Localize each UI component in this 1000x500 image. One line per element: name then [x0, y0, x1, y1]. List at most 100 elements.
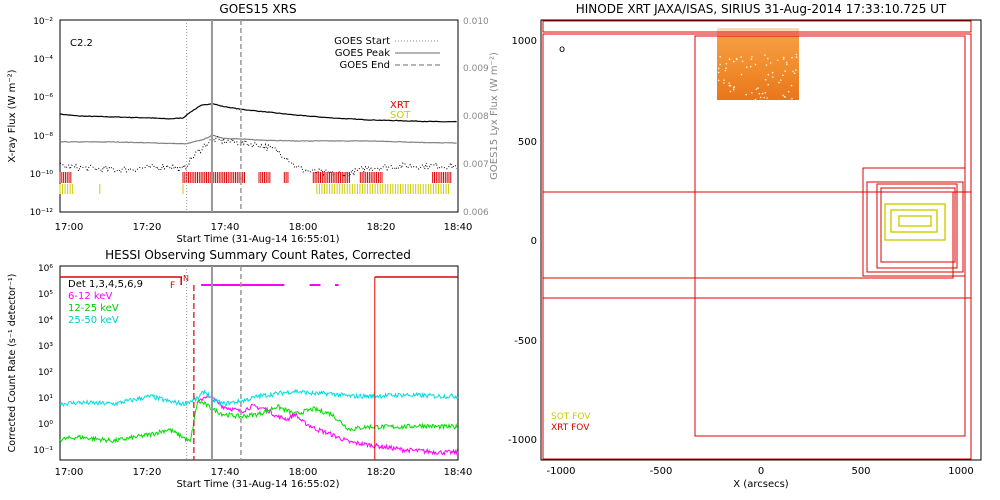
xrt-fov-box: [866, 181, 964, 273]
goes-xrt-label: XRT: [390, 100, 410, 111]
hessi-x-tick: 18:20: [367, 467, 396, 478]
goes-y-tick: 10⁻⁶: [33, 93, 53, 103]
hessi-event-lines: [186, 266, 242, 460]
xrt-bright-point: [732, 89, 735, 91]
xrt-fov-box: [862, 167, 966, 277]
xrt-bright-point: [786, 63, 788, 66]
xrt-bright-point: [780, 79, 782, 81]
xrt-bright-point: [782, 58, 785, 60]
xrt-bright-point: [784, 70, 786, 72]
xrt-bright-point: [790, 84, 793, 87]
xrt-bright-point: [783, 95, 786, 98]
xrt-bright-point: [719, 55, 721, 58]
hessi-x-tick: 18:40: [444, 467, 473, 478]
xrt-bright-point: [795, 69, 797, 71]
xrt-bright-point: [763, 96, 765, 99]
hessi-x-tick: 17:20: [133, 467, 162, 478]
xrt-bright-point: [724, 69, 727, 72]
goes-x-tick: 18:20: [367, 222, 396, 233]
xrt-bright-point: [761, 92, 764, 95]
hessi-x-tick: 17:00: [55, 467, 84, 478]
sot-fov-box: [884, 203, 946, 241]
goes-y-tick: 10⁻¹²: [30, 208, 54, 218]
xrt-x-ticks: -1000 -500 0 500 1000: [546, 466, 973, 477]
xrt-bright-point: [766, 97, 768, 99]
goes-y-ticks: 10⁻² 10⁻⁴ 10⁻⁶ 10⁻⁸ 10⁻¹⁰ 10⁻¹²: [30, 17, 54, 218]
xrt-bright-point: [767, 57, 769, 60]
xrt-fov-legend: XRT FOV: [551, 423, 590, 433]
hessi-y-tick: 10³: [38, 342, 53, 352]
xrt-x-tick: -1000: [546, 466, 575, 477]
xrt-bright-point: [751, 56, 753, 58]
xrt-fov-box: [542, 191, 954, 279]
xrt-bright-point: [725, 67, 727, 69]
goes-panel: GOES15 XRS 17:00 17:20 17:40 18:00 18:20…: [7, 2, 500, 245]
goes-series-group: [59, 103, 458, 179]
xrt-bright-point: [751, 92, 753, 94]
xrt-bright-point: [793, 72, 796, 75]
legend-goes-start: GOES Start: [334, 36, 390, 47]
goes-y-tick-right: 0.009: [463, 64, 489, 74]
goes-series-2: [59, 136, 458, 179]
goes-x-ticks: 17:00 17:20 17:40 18:00 18:20 18:40: [55, 222, 473, 233]
xrt-bright-point: [723, 82, 725, 84]
xrt-bright-point: [733, 86, 736, 88]
goes-legend: GOES Start GOES Peak GOES End: [334, 36, 440, 71]
xrt-bright-point: [741, 60, 744, 63]
xrt-x-tick: 1000: [948, 466, 973, 477]
xrt-circle-marker: o: [559, 44, 565, 55]
xrt-bright-point: [745, 66, 748, 68]
xrt-bright-point: [791, 97, 793, 100]
xrt-fov-box: [876, 183, 958, 269]
goes-title: GOES15 XRS: [219, 2, 296, 16]
xrt-title: HINODE XRT JAXA/ISAS, SIRIUS 31-Aug-2014…: [576, 2, 947, 16]
sot-fov-box: [890, 209, 938, 233]
goes-y-label: X-ray Flux (W m⁻²): [7, 69, 18, 162]
xrt-bright-point: [778, 81, 780, 84]
goes-x-tick: 18:00: [289, 222, 318, 233]
goes-y-tick-right: 0.007: [463, 160, 489, 170]
hessi-y-tick: 10⁶: [38, 264, 53, 274]
hessi-x-ticks: 17:00 17:20 17:40 18:00 18:20 18:40: [55, 467, 473, 478]
hessi-title: HESSI Observing Summary Count Rates, Cor…: [105, 248, 411, 262]
xrt-bright-point: [764, 91, 767, 94]
hessi-flag-n: N: [183, 274, 189, 283]
goes-y-tick: 10⁻¹⁰: [30, 170, 54, 180]
flare-class-label: C2.2: [70, 38, 93, 49]
xrt-y-tick: 500: [518, 137, 537, 148]
sot-fov-boxes: [884, 203, 946, 241]
xrt-bright-point: [767, 73, 770, 76]
xrt-bright-point: [758, 92, 761, 95]
goes-x-tick: 17:40: [211, 222, 240, 233]
legend-6-12kev: 6-12 keV: [68, 291, 112, 302]
xrt-bright-point: [759, 96, 762, 99]
goes-series-0: [59, 103, 457, 123]
goes-y-tick-right: 0.008: [463, 112, 489, 122]
sot-fov-box: [898, 215, 932, 227]
xrt-bright-point: [772, 76, 774, 78]
xrt-bright-point: [717, 67, 720, 70]
xrt-bright-point: [783, 56, 785, 59]
legend-25-50kev: 25-50 keV: [68, 315, 119, 326]
goes-x-label: Start Time (31-Aug-14 16:55:01): [176, 234, 339, 245]
hessi-plot-frame: [59, 265, 459, 461]
xrt-bright-point: [749, 65, 752, 68]
xrt-x-tick: 500: [851, 466, 870, 477]
xrt-bright-point: [755, 88, 758, 90]
goes-sot-label: SOT: [390, 110, 411, 121]
xrt-bright-point: [767, 83, 770, 86]
xrt-y-tick: 1000: [512, 36, 537, 47]
xrt-bright-point: [735, 57, 738, 60]
hessi-flag-f: F: [170, 281, 175, 291]
xrt-plot-frame: [540, 19, 982, 461]
hessi-x-label: Start Time (31-Aug-14 16:55:02): [176, 479, 339, 490]
xrt-bright-point: [725, 63, 728, 65]
xrt-bright-point: [785, 61, 788, 64]
xrt-fov-box: [542, 20, 972, 33]
xrt-bright-point: [757, 87, 759, 89]
hessi-overlays: [60, 276, 458, 460]
xrt-bright-point: [765, 64, 768, 66]
legend-12-25kev: 12-25 keV: [68, 303, 119, 314]
xrt-x-tick: -500: [650, 466, 673, 477]
